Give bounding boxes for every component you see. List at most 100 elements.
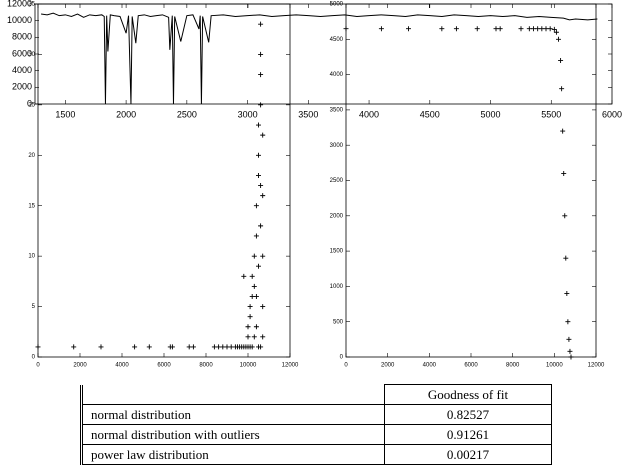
x-tick-label: 8000: [506, 363, 520, 369]
point: [228, 344, 234, 350]
point: [258, 102, 264, 108]
y-tick-label: 500: [333, 319, 344, 325]
x-tick-label: 6000: [157, 363, 171, 369]
x-tick-label: 1500: [55, 109, 75, 119]
point: [518, 26, 524, 32]
y-tick-label: 1000: [330, 284, 344, 290]
x-tick-label: 6000: [464, 363, 478, 369]
plot-frame: [37, 3, 291, 358]
point: [211, 344, 217, 350]
x-tick-label: 0: [344, 363, 348, 369]
point: [563, 255, 569, 261]
point: [258, 51, 264, 57]
point: [245, 324, 251, 330]
point: [551, 26, 557, 32]
y-tick-label: 2000: [12, 82, 32, 92]
cell: power law distribution: [80, 444, 385, 465]
point: [169, 344, 175, 350]
y-tick-label: 35: [28, 2, 35, 8]
point: [256, 344, 261, 350]
empty-cell: [80, 384, 385, 405]
point: [253, 293, 259, 299]
point: [567, 348, 573, 354]
x-tick-label: 10000: [240, 363, 257, 369]
point: [568, 354, 574, 360]
point: [146, 344, 152, 350]
point: [560, 128, 566, 134]
y-tick-label: 30: [28, 52, 35, 58]
point: [251, 334, 257, 340]
point: [256, 172, 261, 178]
x-tick-label: 6000: [602, 109, 622, 119]
row: normal distribution with outliers 0.91261: [80, 424, 552, 445]
cell: normal distribution with outliers: [80, 424, 385, 445]
point: [247, 304, 253, 310]
point: [256, 263, 261, 269]
point: [256, 122, 261, 128]
cell: 0.91261: [384, 424, 552, 445]
header-cell: Goodness of fit: [384, 384, 552, 405]
point: [547, 26, 553, 32]
point: [565, 319, 571, 325]
plot-frame: [345, 3, 597, 358]
y-tick-label: 8000: [12, 32, 32, 42]
point: [406, 26, 411, 32]
x-tick-label: 12000: [282, 363, 299, 369]
figure: 1500 2000 2500 3000 3500 4000 4500 5000 5500 6000…: [7, 0, 622, 369]
x-tick-label: 12000: [588, 363, 605, 369]
point: [220, 344, 226, 350]
x-tick-label: 2000: [381, 363, 395, 369]
point: [558, 57, 564, 63]
point: [562, 213, 568, 219]
data-line: [41, 12, 598, 105]
point: [474, 26, 480, 32]
plot-frame: [34, 3, 613, 105]
point: [245, 334, 251, 340]
point: [71, 344, 77, 350]
point: [559, 86, 565, 92]
cell: normal distribution: [80, 404, 385, 425]
point: [35, 344, 41, 350]
point: [247, 314, 253, 320]
x-tick-label: 3500: [298, 109, 318, 119]
point: [453, 26, 459, 32]
point: [249, 293, 255, 299]
y-tick-label: 2500: [330, 178, 344, 184]
y-tick-label: 0: [32, 355, 36, 361]
y-tick-label: 2000: [330, 213, 344, 219]
point: [260, 304, 266, 310]
point: [132, 344, 138, 350]
y-tick-label: 12000: [7, 0, 32, 8]
y-tick-label: 25: [28, 102, 35, 108]
point: [260, 253, 266, 259]
point: [251, 253, 257, 259]
x-tick-label: 10000: [546, 363, 563, 369]
point: [98, 344, 104, 350]
point: [256, 152, 261, 158]
y-tick-label: 4000: [330, 72, 344, 78]
y-tick-label: 1500: [330, 249, 344, 255]
point: [190, 344, 196, 350]
y-tick-label: 4000: [12, 65, 32, 75]
point: [258, 183, 264, 189]
y-tick-label: 3000: [330, 143, 344, 149]
header-row: Goodness of fit: [80, 384, 552, 405]
point: [249, 273, 255, 279]
x-tick-label: 8000: [199, 363, 213, 369]
y-tick-label: 10: [28, 254, 35, 260]
x-tick-label: 0: [36, 363, 40, 369]
cell: 0.00217: [384, 444, 552, 465]
point: [561, 170, 567, 176]
x-tick-label: 4000: [115, 363, 129, 369]
point: [564, 290, 570, 296]
row: normal distribution 0.82527: [80, 404, 552, 425]
fit-table: Goodness of fit normal distribution 0.825…: [80, 384, 552, 465]
y-tick-label: 6000: [12, 48, 32, 58]
point: [539, 26, 545, 32]
y-tick-label: 0: [340, 355, 344, 361]
x-tick-label: 5500: [541, 109, 561, 119]
cell: 0.82527: [384, 404, 552, 425]
y-tick-label: 10000: [7, 15, 32, 25]
y-tick-label: 15: [28, 203, 35, 209]
